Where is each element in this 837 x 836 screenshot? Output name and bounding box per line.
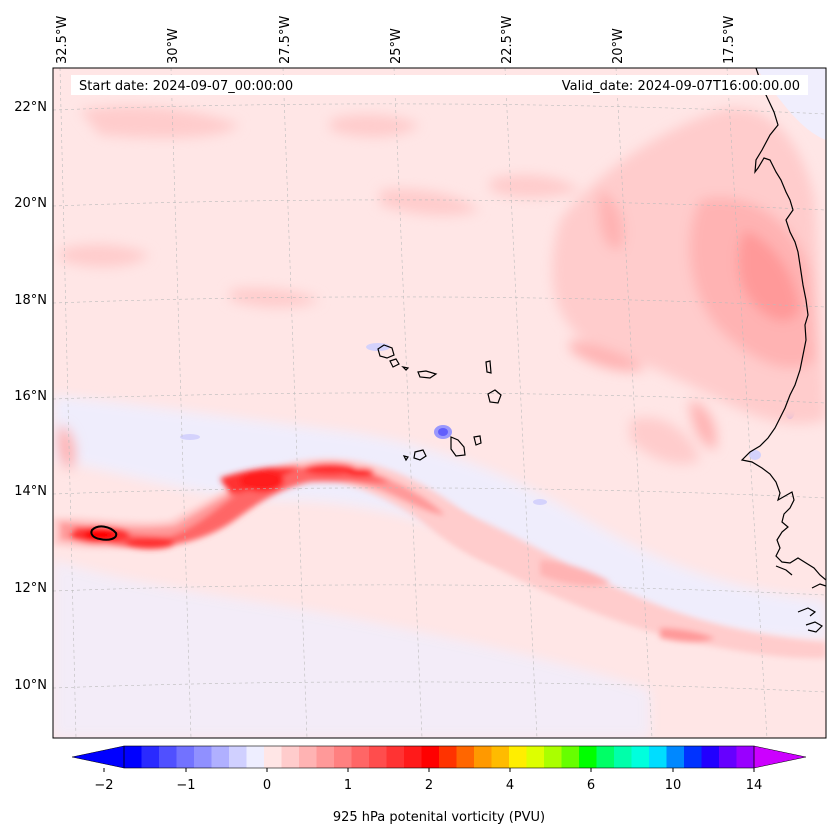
lon-label: 32.5°W: [55, 16, 70, 64]
lat-label: 16°N: [14, 389, 47, 404]
colorbar-cell: [614, 746, 632, 768]
latitude-gridline: [53, 584, 826, 596]
latitude-gridline: [53, 681, 826, 693]
start-date-label: Start date: 2024-09-07_00:00:00: [79, 79, 293, 94]
lon-label: 17.5°W: [722, 16, 737, 64]
colorbar-cell: [579, 746, 597, 768]
colorbar-under-extension: [71, 745, 125, 769]
latitude-gridline: [53, 199, 826, 211]
colorbar-tick-label: −2: [94, 778, 113, 793]
lon-label: 30°W: [166, 28, 181, 64]
longitude-labels: 32.5°W 30°W 27.5°W 25°W 22.5°W 20°W 17.5…: [55, 16, 737, 64]
colorbar-cell: [544, 746, 562, 768]
colorbar-ticks: −2 −1 0 1 2 4 6 10 14: [94, 768, 762, 793]
latitude-gridline: [53, 487, 826, 499]
map-panel: [53, 68, 826, 738]
latitude-gridline: [53, 103, 826, 115]
lat-label: 10°N: [14, 678, 47, 693]
lat-label: 22°N: [14, 100, 47, 115]
colorbar-cell: [211, 746, 230, 768]
colorbar-tick-label: 0: [263, 778, 271, 793]
colorbar-cell: [561, 746, 580, 768]
colorbar-cell: [474, 746, 492, 768]
colorbar-frame: [123, 745, 755, 769]
colorbar-cell: [631, 746, 650, 768]
latitude-gridline: [53, 392, 826, 404]
colorbar: −2 −1 0 1 2 4 6 10 14 925 hPa potenital …: [71, 745, 807, 825]
colorbar-cell: [229, 746, 247, 768]
latitude-labels: 22°N 20°N 18°N 16°N 14°N 12°N 10°N: [14, 100, 47, 693]
colorbar-cell: [334, 746, 352, 768]
lat-label: 12°N: [14, 581, 47, 596]
colorbar-cell: [509, 746, 527, 768]
colorbar-tick-label: 6: [587, 778, 595, 793]
colorbar-cell: [404, 746, 422, 768]
colorbar-cell: [666, 746, 685, 768]
colorbar-cell: [159, 746, 177, 768]
colorbar-cell: [369, 746, 387, 768]
colorbar-cell: [194, 746, 212, 768]
longitude-gridline: [59, 68, 77, 738]
longitude-gridline: [615, 68, 653, 738]
colorbar-tick-label: 10: [665, 778, 682, 793]
colorbar-cell: [684, 746, 702, 768]
colorbar-tick-label: 14: [746, 778, 763, 793]
colorbar-cell: [421, 746, 440, 768]
longitude-gridline: [282, 68, 308, 738]
colorbar-cell: [439, 746, 457, 768]
colorbar-cell: [736, 746, 755, 768]
colorbar-tick-label: 2: [425, 778, 433, 793]
longitude-gridline: [726, 68, 768, 738]
colorbar-cell: [316, 746, 335, 768]
pv-contour: [90, 525, 118, 541]
colorbar-tick-label: 4: [506, 778, 514, 793]
colorbar-tick-label: −1: [176, 778, 195, 793]
colorbar-cell: [701, 746, 720, 768]
colorbar-cell: [351, 746, 370, 768]
colorbar-cell: [176, 746, 195, 768]
latitude-gridline: [53, 296, 826, 308]
lat-label: 14°N: [14, 484, 47, 499]
colorbar-cell: [596, 746, 615, 768]
longitude-gridline: [504, 68, 538, 738]
colorbar-cell: [649, 746, 667, 768]
map-frame: [52, 67, 827, 739]
lon-label: 20°W: [611, 28, 626, 64]
colorbar-cell: [491, 746, 510, 768]
colorbar-cell: [264, 746, 282, 768]
colorbar-over-extension: [753, 745, 807, 769]
colorbar-cell: [246, 746, 265, 768]
colorbar-cell: [456, 746, 475, 768]
colorbar-tick-label: 1: [344, 778, 352, 793]
colorbar-cell: [719, 746, 737, 768]
lon-label: 22.5°W: [500, 16, 515, 64]
longitude-gridline: [170, 68, 192, 738]
longitude-gridline: [393, 68, 423, 738]
lon-label: 27.5°W: [278, 16, 293, 64]
positive-pv-field: [53, 105, 826, 659]
valid-date-label: Valid_date: 2024-09-07T16:00:00.00: [562, 79, 800, 94]
colorbar-cell: [281, 746, 300, 768]
lon-label: 25°W: [389, 28, 404, 64]
colorbar-cell: [299, 746, 317, 768]
colorbar-cell: [386, 746, 405, 768]
colorbar-cell: [526, 746, 545, 768]
header-bar: [71, 75, 808, 95]
african-coastline: [740, 68, 826, 633]
lat-label: 20°N: [14, 196, 47, 211]
gridlines: [53, 68, 826, 738]
colorbar-cell: [141, 746, 160, 768]
cape-verde-islands: [377, 344, 502, 462]
colorbar-cells: [124, 746, 755, 768]
colorbar-cell: [124, 746, 142, 768]
lat-label: 18°N: [14, 293, 47, 308]
colorbar-label: 925 hPa potenital vorticity (PVU): [333, 810, 545, 825]
